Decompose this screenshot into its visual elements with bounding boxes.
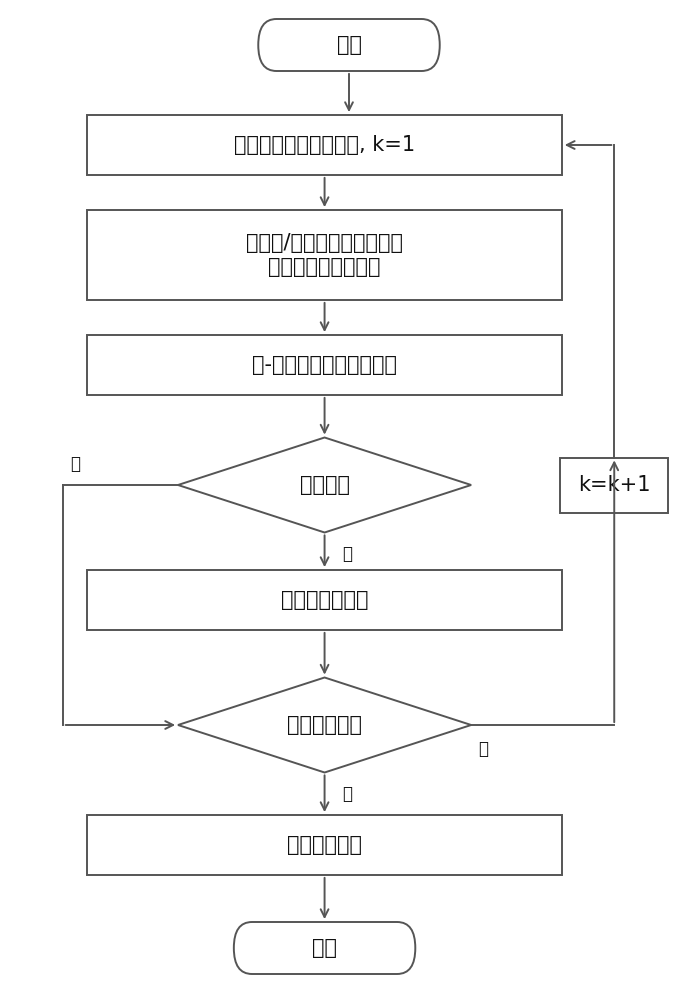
- FancyBboxPatch shape: [87, 815, 562, 875]
- Text: 能流收敛: 能流收敛: [299, 475, 350, 495]
- Text: 否: 否: [478, 740, 488, 758]
- Text: 是: 是: [342, 786, 352, 803]
- FancyBboxPatch shape: [234, 922, 415, 974]
- FancyBboxPatch shape: [258, 19, 440, 71]
- Text: 电-气互联系统的能流计算: 电-气互联系统的能流计算: [252, 355, 397, 375]
- Text: 满足收敛判据: 满足收敛判据: [287, 715, 362, 735]
- Text: 是: 是: [342, 546, 352, 564]
- FancyBboxPatch shape: [87, 115, 562, 175]
- FancyBboxPatch shape: [87, 210, 562, 300]
- Text: 读取系统初始状态参数, k=1: 读取系统初始状态参数, k=1: [234, 135, 415, 155]
- Text: 开始: 开始: [336, 35, 362, 55]
- Text: 否: 否: [70, 455, 80, 473]
- Polygon shape: [178, 438, 471, 532]
- Text: 输出计算结果: 输出计算结果: [287, 835, 362, 855]
- Polygon shape: [178, 678, 471, 772]
- FancyBboxPatch shape: [560, 458, 669, 512]
- Text: 结束: 结束: [312, 938, 337, 958]
- FancyBboxPatch shape: [87, 570, 562, 630]
- FancyBboxPatch shape: [87, 335, 562, 395]
- Text: 抽取电/气负荷和风速等随机
变量，获得系统状态: 抽取电/气负荷和风速等随机 变量，获得系统状态: [246, 233, 403, 277]
- Text: 所提指标的计算: 所提指标的计算: [281, 590, 369, 610]
- Text: k=k+1: k=k+1: [578, 475, 651, 495]
